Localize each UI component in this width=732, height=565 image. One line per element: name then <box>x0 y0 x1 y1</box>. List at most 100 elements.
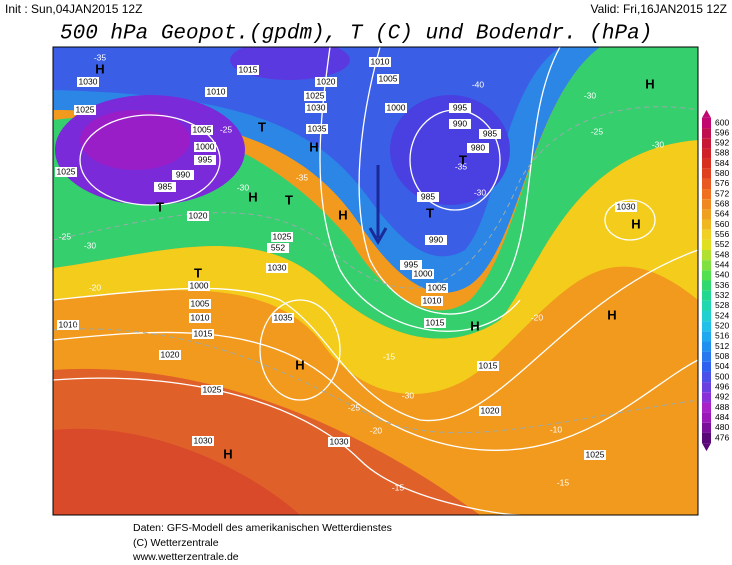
isobar-label-box <box>425 235 447 245</box>
temperature-label: -35 <box>455 161 468 171</box>
isobar-label-box <box>412 269 434 279</box>
temperature-label: -30 <box>402 390 415 400</box>
colorbar-swatch <box>702 432 711 444</box>
isobar-label: 995 <box>404 259 418 269</box>
isobar-label: 1010 <box>423 295 442 305</box>
isobar-label-box <box>315 77 337 87</box>
colorbar-swatch <box>702 351 711 362</box>
pressure-center: T <box>194 265 202 280</box>
colorbar-cap <box>702 109 711 118</box>
colorbar-label: 504 <box>715 361 729 371</box>
isobar-label-box <box>584 450 606 460</box>
isobar-label: 1000 <box>196 141 215 151</box>
map: 1030 1015 1010 1005 1020 1025 1030 1035 1010 1025… <box>52 46 699 516</box>
footer-line: Daten: GFS-Modell des amerikanischen Wet… <box>133 522 392 534</box>
isobar-label-box <box>417 192 439 202</box>
isobar-label-box <box>328 437 350 447</box>
isobar-label-box <box>189 313 211 323</box>
colorbar-swatch <box>702 321 711 332</box>
colorbar-label: 600 <box>715 117 729 127</box>
pressure-center: H <box>95 61 104 76</box>
isobar-label: 1035 <box>308 123 327 133</box>
colorbar-label: 596 <box>715 127 729 137</box>
temperature-label: -40 <box>472 79 485 89</box>
isobar-label: 1025 <box>76 104 95 114</box>
colorbar-label: 592 <box>715 138 729 148</box>
isobar-label-box <box>194 142 216 152</box>
colorbar-label: 548 <box>715 249 729 259</box>
isobar-label-box <box>188 281 210 291</box>
colorbar-label: 584 <box>715 158 729 168</box>
isobar-label: 1000 <box>387 102 406 112</box>
pressure-center: H <box>223 446 232 461</box>
isobar-label-box <box>55 167 77 177</box>
isobar-label: 1030 <box>307 102 326 112</box>
isobar-label: 1005 <box>193 124 212 134</box>
colorbar-label: 556 <box>715 229 729 239</box>
colorbar-swatch <box>702 280 711 291</box>
colorbar-swatch <box>702 382 711 393</box>
temperature-label: -15 <box>392 482 405 492</box>
pressure-center: H <box>607 307 616 322</box>
isobar-label-box <box>272 313 294 323</box>
map-title: 500 hPa Geopot.(gpdm), T (C) und Bodendr… <box>60 23 652 46</box>
colorbar-swatch <box>702 189 711 200</box>
colorbar-label: 588 <box>715 148 729 158</box>
isobar-label: 1025 <box>306 90 325 100</box>
isobar-label: 1025 <box>57 166 76 176</box>
isobar-label-box <box>191 125 213 135</box>
isobar-label-box <box>201 385 223 395</box>
colorbar-label: 568 <box>715 199 729 209</box>
colorbar-swatch <box>702 199 711 210</box>
colorbar-label: 516 <box>715 331 729 341</box>
colorbar-label: 572 <box>715 188 729 198</box>
temperature-label: -25 <box>59 231 72 241</box>
isobar-label-box <box>194 155 216 165</box>
colorbar-swatch <box>702 219 711 230</box>
valid-date: Valid: Fri,16JAN2015 12Z <box>590 2 727 16</box>
colorbar-swatch <box>702 341 711 352</box>
isobar-label-box <box>192 329 214 339</box>
colorbar-label: 532 <box>715 290 729 300</box>
isobar-label: 552 <box>271 242 285 252</box>
isobar-label-box <box>385 103 407 113</box>
colorbar-swatch <box>702 168 711 179</box>
colorbar-swatch <box>702 290 711 301</box>
isobar-label: 1000 <box>414 268 433 278</box>
colorbar-swatch <box>702 178 711 190</box>
temperature-label: -25 <box>591 126 604 136</box>
isobar-label: 1035 <box>274 312 293 322</box>
pressure-center: H <box>248 189 257 204</box>
isobar-label: 990 <box>429 234 443 244</box>
pressure-center: H <box>631 216 640 231</box>
pressure-center: H <box>645 76 654 91</box>
colorbar-swatch <box>702 371 711 383</box>
colorbar-swatch <box>702 260 711 271</box>
temperature-label: -20 <box>531 312 544 322</box>
colorbar-swatch <box>702 209 711 220</box>
colorbar-swatch <box>702 250 711 261</box>
isobar-label-box <box>187 211 209 221</box>
isobar-label: 990 <box>176 169 190 179</box>
temperature-label: -30 <box>584 90 597 100</box>
pressure-center: H <box>295 357 304 372</box>
isobar-label-box <box>172 170 194 180</box>
isobar-label: 1020 <box>161 349 180 359</box>
isobar-label: 1025 <box>273 231 292 241</box>
colorbar-swatch <box>702 239 711 251</box>
isobar-label-box <box>449 103 471 113</box>
isobar-label-box <box>400 260 422 270</box>
isobar-label: 1030 <box>617 201 636 211</box>
isobar-label: 995 <box>453 102 467 112</box>
colorbar-swatch <box>702 300 711 311</box>
isobar-label: 1030 <box>268 262 287 272</box>
isobar-label: 985 <box>421 191 435 201</box>
temperature-label: -30 <box>237 182 250 192</box>
colorbar-swatch <box>702 128 711 139</box>
isobar-label: 1005 <box>428 282 447 292</box>
colorbar-swatch <box>702 270 711 281</box>
temperature-label: -35 <box>296 172 309 182</box>
footer-line: www.wetterzentrale.de <box>132 551 239 563</box>
isobar-label: 1010 <box>207 86 226 96</box>
